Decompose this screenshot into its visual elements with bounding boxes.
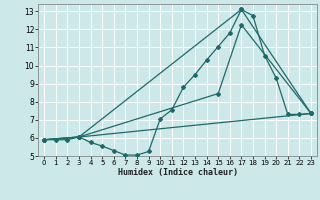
X-axis label: Humidex (Indice chaleur): Humidex (Indice chaleur) <box>118 168 238 177</box>
